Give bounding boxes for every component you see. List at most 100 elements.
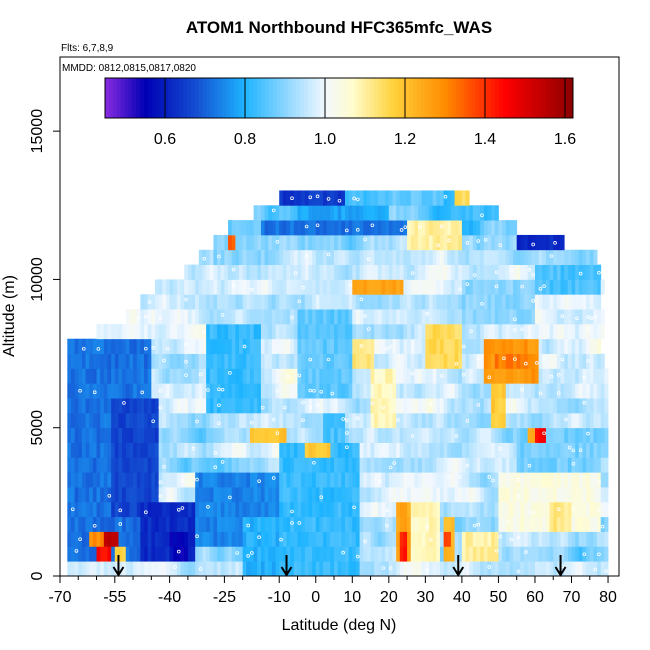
heat-cell (458, 368, 463, 384)
heat-cell (491, 457, 496, 473)
heat-cell (239, 264, 244, 280)
heat-cell (107, 546, 112, 562)
heat-cell (220, 412, 225, 429)
heat-cell (575, 501, 580, 518)
heat-cell (476, 383, 481, 399)
heat-cell (381, 279, 386, 295)
heat-cell (403, 279, 408, 295)
sample-point (180, 479, 185, 483)
heat-cell (92, 427, 97, 443)
heat-cell (74, 457, 79, 473)
heat-cell (589, 531, 594, 547)
heat-cell (268, 264, 273, 280)
heat-cell (520, 442, 525, 458)
heat-cell (447, 294, 452, 310)
heat-cell (403, 190, 408, 206)
heat-cell (487, 264, 492, 280)
heat-cell (304, 383, 309, 399)
heat-cell (586, 264, 591, 280)
heat-cell (567, 368, 572, 384)
heat-cell (509, 427, 514, 443)
heat-cell (206, 487, 211, 503)
heat-cell (450, 353, 455, 369)
heat-cell (341, 561, 346, 577)
heat-cell (556, 412, 561, 429)
heat-cell (209, 279, 214, 295)
heat-cell (330, 279, 335, 295)
heat-cell (319, 323, 324, 340)
heat-cell (553, 531, 558, 547)
heat-cell (220, 368, 225, 384)
heat-cell (290, 264, 295, 280)
sample-point (297, 299, 302, 304)
sample-point (242, 344, 247, 349)
heat-cell (315, 220, 320, 236)
heat-cell (319, 264, 324, 280)
heat-cell (271, 323, 276, 340)
heat-cell (111, 368, 116, 384)
heat-cell (111, 501, 116, 518)
heat-cell (337, 338, 342, 354)
heat-cell (531, 472, 536, 488)
heat-cell (538, 309, 543, 325)
heat-cell (260, 442, 265, 458)
heat-cell (162, 309, 167, 325)
heat-cell (374, 338, 379, 354)
heat-cell (436, 220, 441, 236)
heat-cell (560, 412, 565, 429)
heat-cell (220, 501, 225, 518)
heat-cell (505, 338, 510, 354)
colorbar-swatch (276, 78, 281, 118)
heat-cell (414, 220, 419, 236)
heat-cell (249, 338, 255, 354)
heat-cell (578, 309, 583, 325)
heat-cell (198, 442, 203, 458)
sample-point (516, 494, 521, 499)
heat-cell (337, 531, 342, 547)
heat-cell (399, 338, 404, 354)
heat-cell (297, 561, 302, 577)
heat-cell (589, 457, 594, 473)
heat-cell (403, 205, 408, 221)
heat-cell (520, 501, 525, 518)
sample-point (355, 416, 360, 421)
heat-cell (151, 353, 156, 369)
sample-point (520, 284, 524, 289)
heat-cell (140, 412, 145, 429)
heat-cell (286, 487, 291, 503)
heat-cell (158, 398, 163, 414)
heat-cell (527, 309, 532, 325)
heat-cell (198, 472, 203, 488)
heat-cell (531, 353, 536, 369)
heat-cell (363, 398, 368, 414)
heat-cell (491, 220, 496, 236)
heat-cell (399, 442, 404, 458)
heat-cell (439, 487, 445, 503)
heat-cell (516, 546, 521, 562)
heat-cell (447, 234, 452, 251)
heat-cell (461, 398, 466, 414)
heat-cell (502, 234, 507, 251)
heat-cell (100, 368, 105, 384)
heat-cell (487, 309, 492, 325)
heat-cell (344, 472, 350, 488)
heat-cell (487, 546, 492, 562)
heat-cell (213, 279, 218, 295)
heat-cell (176, 383, 181, 399)
heat-cell (407, 442, 412, 458)
heat-cell (268, 427, 273, 443)
heat-cell (396, 368, 401, 384)
heat-cell (461, 442, 466, 458)
heat-cell (418, 234, 423, 251)
heat-cell (206, 398, 211, 414)
heat-cell (323, 531, 328, 547)
heat-cell (560, 457, 565, 473)
heat-cell (344, 368, 350, 384)
heat-cell (268, 383, 273, 399)
heat-cell (560, 501, 565, 518)
heat-cell (439, 309, 445, 325)
colorbar-swatch (140, 78, 145, 118)
x-tick-label: 50 (490, 589, 508, 606)
heat-cell (290, 353, 295, 369)
heat-cell (275, 353, 280, 369)
